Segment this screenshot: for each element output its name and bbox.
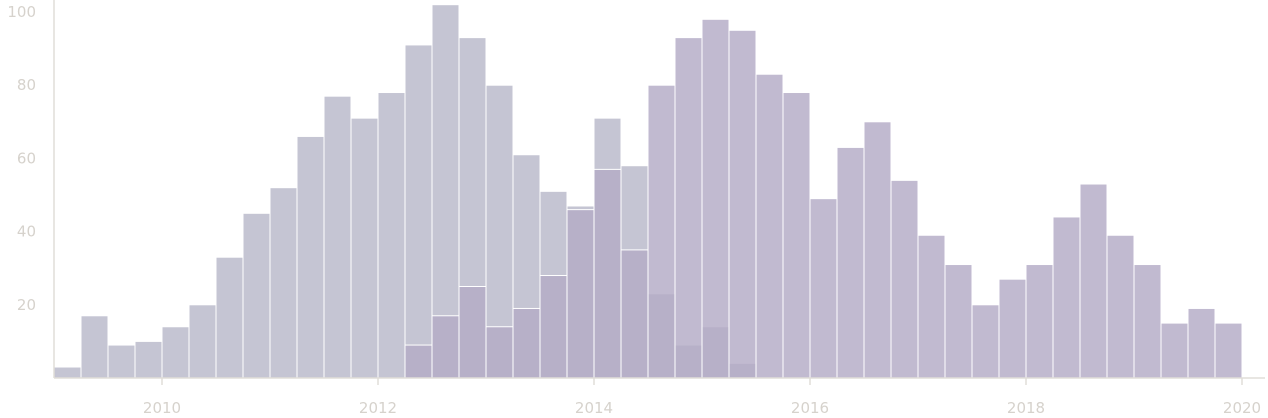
bar-series-0-8 (269, 187, 298, 379)
bar-series-1-19 (917, 234, 946, 379)
x-tick-label: 2018 (1007, 399, 1045, 417)
bar-series-1-1 (431, 315, 460, 379)
bar-series-1-18 (890, 179, 919, 379)
bar-series-0-9 (296, 135, 325, 379)
bar-series-1-9 (647, 84, 676, 379)
bar-series-1-24 (1052, 216, 1081, 379)
bar-series-1-30 (1214, 322, 1243, 379)
bar-series-1-21 (971, 304, 1000, 379)
bar-series-1-23 (1025, 264, 1054, 379)
x-tick-label: 2014 (575, 399, 613, 417)
x-tick-label: 2012 (359, 399, 397, 417)
y-tick-label: 60 (17, 149, 36, 167)
bar-series-0-1 (80, 315, 109, 379)
bar-series-1-4 (512, 307, 541, 379)
x-axis-ticks: 2010 2012 2014 2016 2018 2020 (143, 378, 1261, 417)
bar-series-1-6 (566, 209, 595, 379)
bar-series-1-12 (728, 29, 757, 379)
bar-series-0-10 (323, 95, 352, 379)
bar-series-1-26 (1106, 234, 1135, 379)
y-tick-label: 80 (17, 76, 36, 94)
y-tick-label: 100 (7, 3, 36, 21)
bar-series-1-5 (539, 275, 568, 379)
bar-series-1-22 (998, 278, 1027, 379)
bar-series-1-27 (1133, 264, 1162, 379)
bar-series-1-11 (701, 18, 730, 379)
bar-series-0-3 (134, 340, 163, 379)
bar-series-1-7 (593, 168, 622, 379)
bar-series-1-16 (836, 146, 865, 379)
bar-series-1-28 (1160, 322, 1189, 379)
bar-series-1-15 (809, 198, 838, 379)
bar-series-0-0 (53, 366, 82, 379)
bar-series-0-7 (242, 212, 271, 379)
x-tick-label: 2010 (143, 399, 181, 417)
bar-series-1-17 (863, 121, 892, 379)
x-tick-label: 2016 (791, 399, 829, 417)
y-tick-label: 20 (17, 296, 36, 314)
bar-series-0-2 (107, 344, 136, 379)
y-axis-ticks: 20 40 60 80 100 (7, 3, 36, 314)
bar-series-1-20 (944, 264, 973, 379)
x-tick-label: 2020 (1223, 399, 1261, 417)
bar-series-1-14 (782, 92, 811, 379)
y-tick-label: 40 (17, 223, 36, 241)
bar-series-1-3 (485, 326, 514, 379)
bar-series-0-6 (215, 256, 244, 379)
bar-series-0-13 (404, 44, 433, 379)
bar-series-1-10 (674, 37, 703, 379)
bar-series-0-4 (161, 326, 190, 379)
bar-series-1-29 (1187, 307, 1216, 379)
bar-series-1-8 (620, 249, 649, 379)
bar-series-1-0 (404, 344, 433, 379)
bar-series-0-11 (350, 117, 379, 379)
bar-series-0-5 (188, 304, 217, 379)
bar-series-0-12 (377, 92, 406, 379)
bar-series-1-2 (458, 286, 487, 379)
bar-series-1-13 (755, 73, 784, 379)
bar-series-1-25 (1079, 183, 1108, 379)
